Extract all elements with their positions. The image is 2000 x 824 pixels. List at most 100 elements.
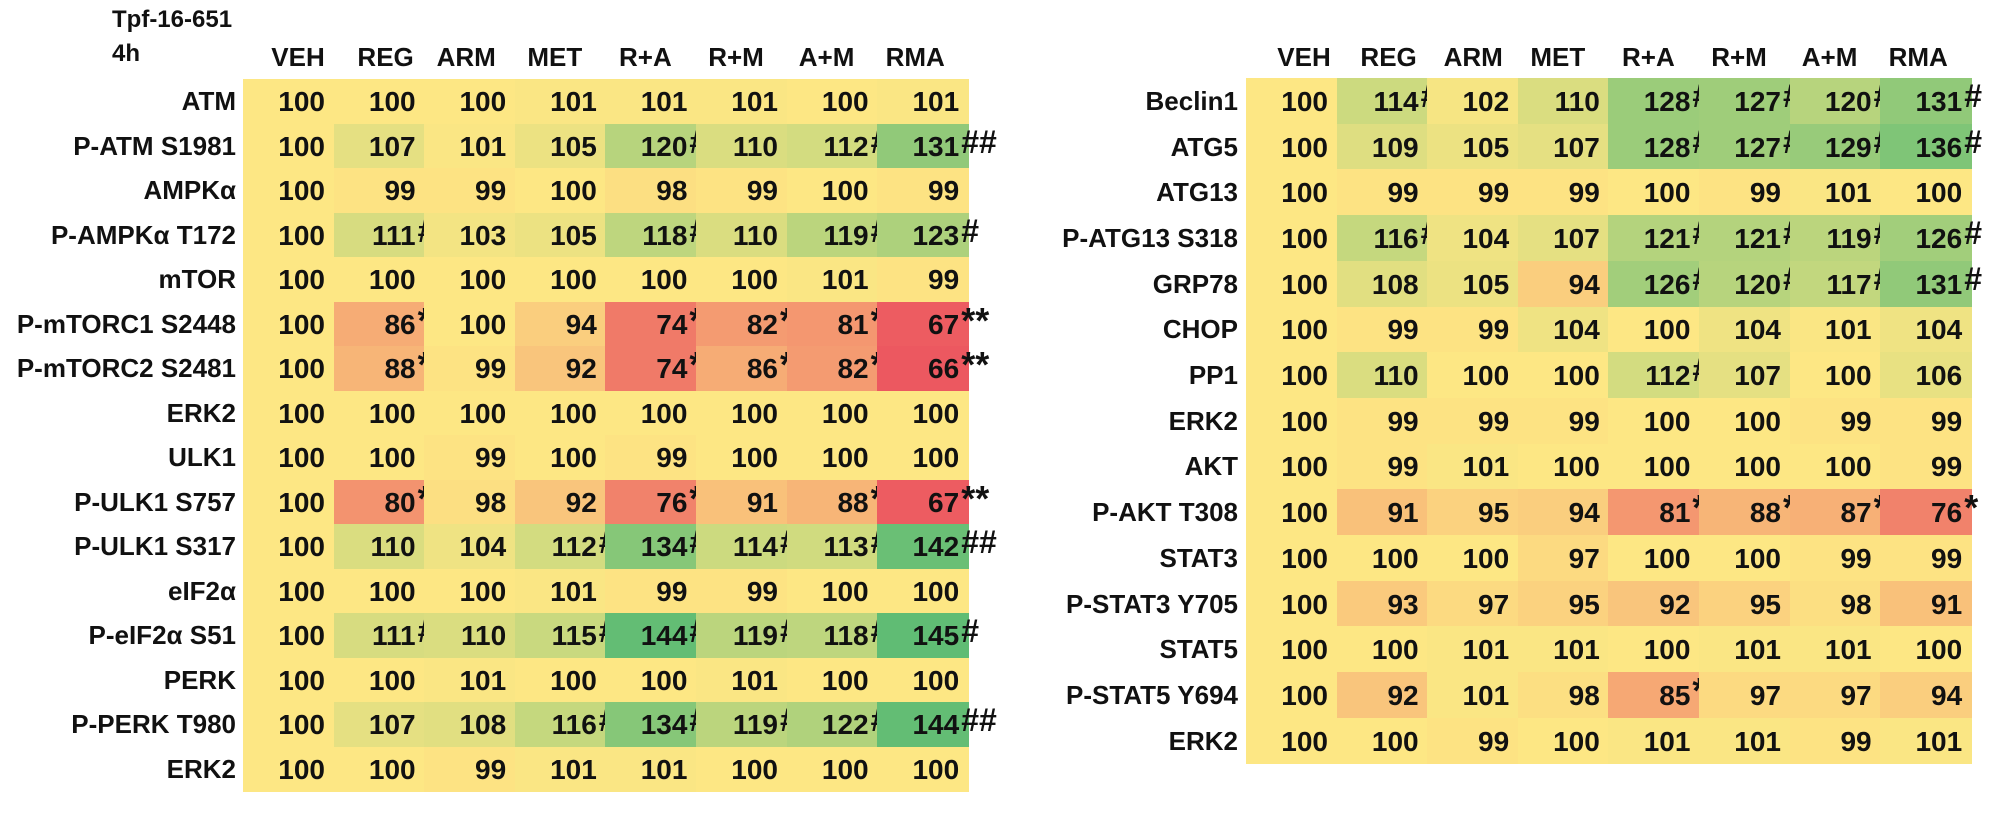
heatmap-cell bbox=[1789, 443, 1882, 491]
cell-value: 100 bbox=[731, 753, 778, 785]
row-label: P-AKT T308 bbox=[1092, 497, 1238, 528]
heatmap-cell bbox=[424, 479, 516, 525]
cell-value: 100 bbox=[1281, 588, 1328, 620]
cell-value: 101 bbox=[459, 664, 507, 696]
cell-value: 100 bbox=[368, 575, 416, 607]
heatmap-cell bbox=[1699, 535, 1791, 582]
heatmap-cell bbox=[786, 613, 879, 659]
cell-value: 100 bbox=[459, 397, 507, 429]
heatmap-cell bbox=[333, 657, 426, 703]
cell-value: 67 bbox=[928, 308, 960, 340]
cell-value: 94 bbox=[565, 308, 597, 340]
heatmap-cell bbox=[1517, 306, 1610, 354]
column-label: ARM bbox=[436, 42, 496, 72]
heatmap-cell bbox=[333, 435, 426, 481]
heatmap-cell bbox=[1517, 535, 1610, 582]
cell-value: 145 bbox=[912, 620, 960, 652]
heatmap-cell bbox=[514, 346, 607, 392]
cell-value: 104 bbox=[459, 531, 507, 563]
heatmap-cell bbox=[514, 435, 607, 481]
cell-value: 118 bbox=[823, 620, 869, 652]
heatmap-cell bbox=[243, 390, 335, 436]
heatmap-cell bbox=[1608, 443, 1700, 491]
heatmap-cell bbox=[1789, 306, 1882, 354]
heatmap-cell bbox=[424, 657, 516, 703]
figure-title: Tpf-16-651 bbox=[112, 6, 233, 33]
cell-value: 97 bbox=[1568, 542, 1600, 574]
cell-value: 105 bbox=[550, 130, 597, 162]
cell-value: 100 bbox=[1371, 725, 1419, 757]
cell-value: 100 bbox=[912, 753, 960, 785]
heatmap-cell bbox=[1336, 717, 1429, 765]
cell-value: 100 bbox=[550, 664, 597, 696]
cell-value: 99 bbox=[1387, 314, 1419, 346]
column-label: RMA bbox=[1888, 42, 1948, 72]
heatmap-cell bbox=[1517, 260, 1610, 308]
cell-value: 112 bbox=[823, 130, 869, 162]
cell-value: 100 bbox=[821, 86, 869, 118]
cell-value: 100 bbox=[459, 264, 507, 296]
cell-value: 108 bbox=[459, 709, 507, 741]
row-label: P-STAT3 Y705 bbox=[1066, 588, 1238, 619]
heatmap-cell bbox=[605, 257, 697, 303]
heatmap-cell bbox=[696, 212, 788, 258]
cell-value: 100 bbox=[278, 353, 325, 385]
cell-value: 91 bbox=[746, 486, 778, 518]
heatmap-cell bbox=[1517, 580, 1610, 628]
cell-value: 101 bbox=[550, 86, 597, 118]
significance-decrease-mark: * bbox=[1964, 487, 1979, 529]
heatmap-cell bbox=[605, 568, 697, 614]
heatmap-cell bbox=[243, 168, 335, 214]
row-label: P-PERK T980 bbox=[71, 709, 236, 740]
cell-value: 120 bbox=[640, 130, 688, 162]
cell-value: 98 bbox=[1568, 679, 1600, 711]
heatmap-cell bbox=[514, 212, 607, 258]
cell-value: 142 bbox=[912, 531, 960, 563]
heatmap-cell bbox=[1427, 489, 1519, 536]
cell-value: 99 bbox=[1749, 177, 1781, 209]
heatmap-cell bbox=[1608, 260, 1700, 308]
heatmap-cell bbox=[877, 613, 969, 659]
heatmap-cell bbox=[1608, 123, 1700, 171]
heatmap-cell bbox=[514, 479, 607, 525]
heatmap-cell bbox=[1427, 169, 1519, 217]
cell-value: 100 bbox=[1281, 634, 1328, 666]
heatmap-cell bbox=[786, 524, 879, 570]
heatmap-cell bbox=[514, 568, 607, 614]
heatmap-cell bbox=[696, 301, 788, 347]
cell-value: 101 bbox=[1734, 725, 1781, 757]
cell-value: 99 bbox=[475, 442, 507, 474]
heatmap-cell bbox=[1336, 352, 1429, 399]
heatmap-cell bbox=[243, 702, 335, 748]
heatmap-cell bbox=[1789, 78, 1882, 125]
heatmap-cell bbox=[1336, 169, 1429, 217]
heatmap-cell bbox=[1246, 580, 1338, 628]
column-label: ARM bbox=[1443, 42, 1503, 72]
cell-value: 97 bbox=[1478, 588, 1510, 620]
heatmap-cell bbox=[696, 346, 788, 392]
figure-subtitle: 4h bbox=[112, 40, 141, 67]
heatmap-cell bbox=[333, 390, 426, 436]
cell-value: 100 bbox=[1281, 314, 1328, 346]
cell-value: 105 bbox=[550, 219, 597, 251]
cell-value: 116 bbox=[551, 709, 597, 741]
row-label: ERK2 bbox=[1168, 405, 1238, 436]
heatmap-cell bbox=[605, 79, 697, 125]
heatmap-cell bbox=[786, 123, 879, 169]
cell-value: 99 bbox=[1387, 177, 1419, 209]
cell-value: 100 bbox=[912, 442, 960, 474]
heatmap-cell bbox=[786, 702, 879, 748]
cell-value: 121 bbox=[1643, 222, 1691, 254]
heatmap-cell bbox=[1880, 215, 1972, 262]
cell-value: 101 bbox=[731, 86, 778, 118]
heatmap-cell bbox=[877, 301, 969, 347]
heatmap-cell bbox=[424, 168, 516, 214]
heatmap-cell bbox=[605, 702, 697, 748]
cell-value: 108 bbox=[1371, 268, 1419, 300]
cell-value: 102 bbox=[1462, 85, 1510, 117]
row-label: P-AMPKα T172 bbox=[50, 219, 236, 250]
heatmap-cell bbox=[1880, 489, 1972, 536]
heatmap-cell bbox=[877, 524, 969, 570]
heatmap-cell bbox=[424, 746, 516, 792]
heatmap-cell bbox=[877, 79, 969, 125]
